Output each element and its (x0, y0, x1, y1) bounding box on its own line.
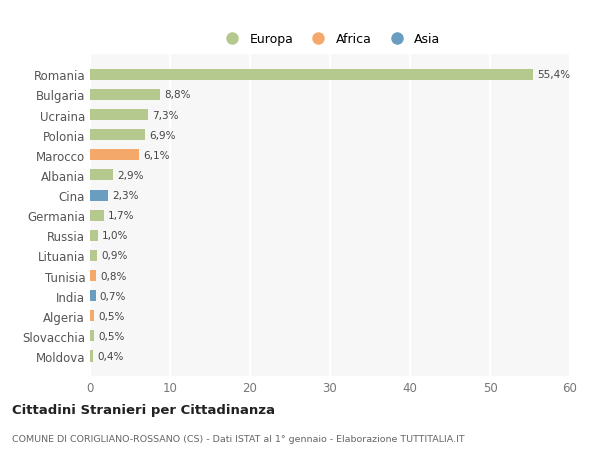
Bar (90, 291, 95, 302)
Text: 6,1%: 6,1% (143, 151, 169, 161)
Bar (90, 210, 104, 221)
Bar (90, 351, 93, 362)
Bar (90, 70, 533, 81)
Bar (90, 330, 94, 341)
Bar (90, 270, 97, 281)
Text: 0,5%: 0,5% (98, 311, 124, 321)
Text: 0,7%: 0,7% (100, 291, 126, 301)
Text: 2,9%: 2,9% (117, 171, 144, 180)
Text: 1,0%: 1,0% (102, 231, 128, 241)
Bar (90, 90, 160, 101)
Text: 55,4%: 55,4% (537, 70, 571, 80)
Bar (90, 190, 109, 201)
Text: Cittadini Stranieri per Cittadinanza: Cittadini Stranieri per Cittadinanza (12, 403, 275, 416)
Text: 1,7%: 1,7% (107, 211, 134, 221)
Bar (90, 230, 98, 241)
Text: 8,8%: 8,8% (164, 90, 191, 100)
Bar (90, 110, 148, 121)
Bar (90, 250, 97, 262)
Text: COMUNE DI CORIGLIANO-ROSSANO (CS) - Dati ISTAT al 1° gennaio - Elaborazione TUTT: COMUNE DI CORIGLIANO-ROSSANO (CS) - Dati… (12, 434, 464, 442)
Text: 2,3%: 2,3% (112, 190, 139, 201)
Text: 7,3%: 7,3% (152, 110, 179, 120)
Bar (90, 311, 94, 322)
Bar (90, 150, 139, 161)
Text: 0,4%: 0,4% (97, 351, 124, 361)
Text: 6,9%: 6,9% (149, 130, 176, 140)
Legend: Europa, Africa, Asia: Europa, Africa, Asia (216, 29, 444, 50)
Bar (90, 170, 113, 181)
Text: 0,8%: 0,8% (100, 271, 127, 281)
Text: 0,5%: 0,5% (98, 331, 124, 341)
Bar (90, 130, 145, 141)
Text: 0,9%: 0,9% (101, 251, 128, 261)
